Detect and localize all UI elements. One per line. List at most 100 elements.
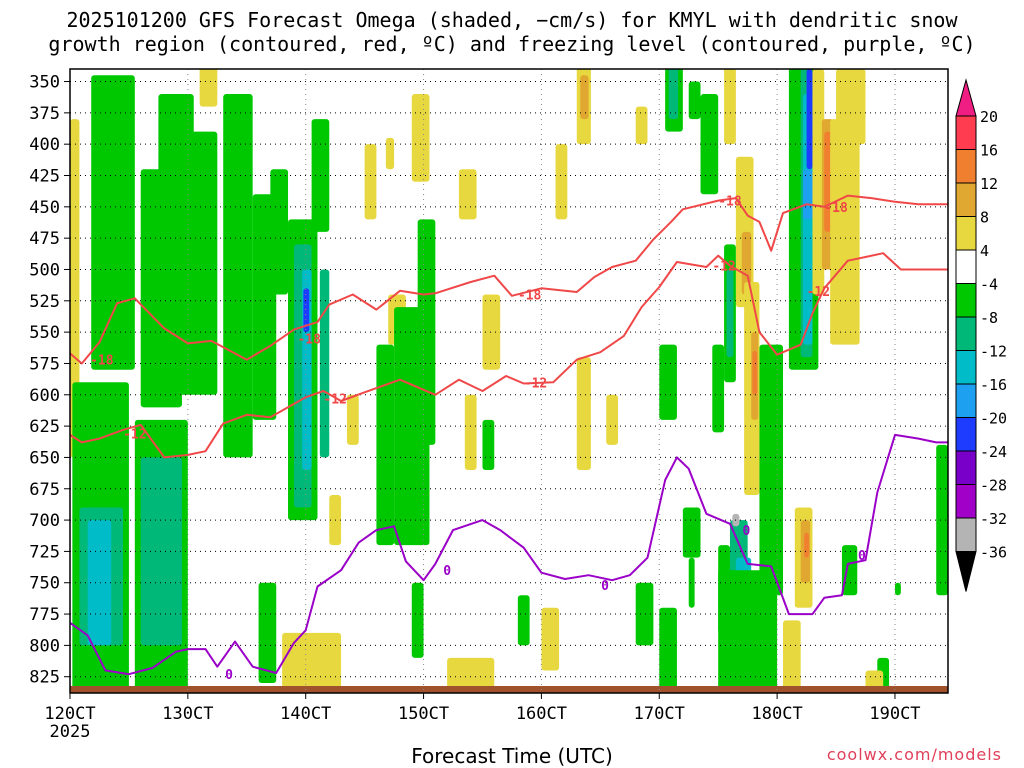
colorbar-bin — [955, 350, 977, 385]
temperature-contours — [70, 194, 948, 676]
contour-label: -18 — [824, 201, 848, 216]
x-tick-label: 160CT — [516, 704, 567, 724]
x-tick-label: 150CT — [398, 704, 449, 724]
omega-region — [376, 344, 395, 546]
omega-region — [346, 394, 359, 445]
omega-region — [718, 570, 778, 690]
omega-region — [724, 69, 736, 145]
omega-region — [635, 582, 654, 646]
colorbar-bin — [955, 316, 977, 351]
y-tick-label: 500 — [29, 260, 60, 280]
omega-region — [700, 94, 719, 195]
omega-region — [688, 81, 701, 120]
colorbar-label: -4 — [980, 276, 998, 294]
contour-label: 0 — [858, 549, 866, 564]
omega-region — [187, 131, 218, 395]
contour-label: -12 — [123, 428, 146, 443]
omega-region — [606, 394, 619, 445]
contour-label: 0 — [225, 668, 233, 683]
y-tick-label: 375 — [29, 104, 60, 124]
colorbar-label: -28 — [980, 477, 1007, 495]
contour-label: -12 — [323, 393, 346, 408]
omega-region — [303, 288, 310, 333]
colorbar-bin — [955, 484, 977, 519]
colorbar-bottom-arrow — [955, 551, 977, 592]
x-axis-label: Forecast Time (UTC) — [411, 744, 613, 768]
y-tick-label: 675 — [29, 480, 60, 500]
omega-region — [635, 106, 648, 145]
chart-title-line1: 2025101200 GFS Forecast Omega (shaded, −… — [66, 8, 958, 32]
colorbar-label: -36 — [980, 544, 1007, 562]
omega-region — [865, 670, 884, 690]
omega-region — [364, 144, 377, 220]
colorbar-label: 8 — [980, 209, 989, 227]
y-tick-label: 425 — [29, 167, 60, 187]
x-year-label: 2025 — [50, 722, 91, 742]
y-tick-label: 475 — [29, 229, 60, 249]
omega-region — [759, 344, 784, 596]
y-tick-label: 350 — [29, 73, 60, 93]
y-tick-label: 800 — [29, 636, 60, 656]
omega-region — [447, 657, 495, 690]
omega-region — [87, 520, 112, 646]
omega-region — [541, 607, 560, 671]
y-tick-label: 550 — [29, 323, 60, 343]
omega-region — [836, 69, 866, 145]
omega-region — [804, 532, 809, 558]
omega-region — [464, 394, 477, 470]
colorbar-label: 4 — [980, 242, 989, 260]
y-tick-label: 750 — [29, 574, 60, 594]
omega-region — [140, 457, 182, 646]
y-tick-label: 825 — [29, 668, 60, 688]
colorbar-bin — [955, 149, 977, 184]
omega-region — [282, 632, 342, 690]
contour-label: 0 — [601, 579, 609, 594]
contour-label: -18 — [297, 332, 321, 347]
omega-region — [936, 444, 948, 596]
omega-region — [458, 169, 477, 220]
colorbar-label: -16 — [980, 376, 1007, 394]
omega-region — [223, 94, 253, 458]
colorbar-bin — [955, 283, 977, 318]
x-tick-label: 190CT — [869, 704, 920, 724]
contour-label: -18 — [718, 195, 742, 210]
omega-region — [555, 144, 568, 220]
plot-frame — [69, 68, 949, 694]
omega-region — [752, 350, 758, 395]
omega-region — [580, 75, 589, 120]
colorbar-bin — [955, 383, 977, 418]
colorbar-label: 16 — [980, 142, 998, 160]
y-tick-label: 575 — [29, 354, 60, 374]
colorbar-bin — [955, 115, 977, 150]
omega-region — [482, 419, 495, 470]
omega-region — [482, 294, 501, 370]
omega-region — [803, 169, 813, 220]
omega-region — [385, 137, 395, 170]
y-tick-label: 400 — [29, 135, 60, 155]
x-tick-label: 180CT — [752, 704, 803, 724]
y-axis: 350 375 400 425 450 475 500 525 550 575 600 625 650 6… — [29, 73, 70, 688]
colorbar-label: 12 — [980, 175, 998, 193]
omega-region — [319, 269, 330, 458]
contour-label: 0 — [743, 524, 751, 539]
contour-label: -18 — [518, 289, 542, 304]
ground-terrain — [70, 686, 948, 693]
omega-region — [783, 620, 801, 690]
colorbar-bin — [955, 417, 977, 452]
omega-region — [726, 269, 734, 358]
colorbar-bin — [955, 450, 977, 485]
colorbar-label: -24 — [980, 443, 1007, 461]
omega-region — [830, 119, 860, 345]
omega-region — [659, 344, 677, 420]
contour-label: -18 — [90, 354, 114, 369]
colorbar-bin — [955, 182, 977, 217]
x-tick-label: 140CT — [280, 704, 331, 724]
omega-region — [806, 69, 813, 170]
y-tick-label: 775 — [29, 605, 60, 625]
omega-region — [688, 557, 695, 608]
omega-region — [91, 75, 135, 370]
contour-labels: -18 -18 -18 -18 -18 -12 -12 -12 -12 -12 0 0 0 0 0 — [90, 195, 866, 684]
contour-line — [70, 252, 948, 459]
colorbar-label: -8 — [980, 309, 998, 327]
omega-region — [576, 357, 591, 470]
